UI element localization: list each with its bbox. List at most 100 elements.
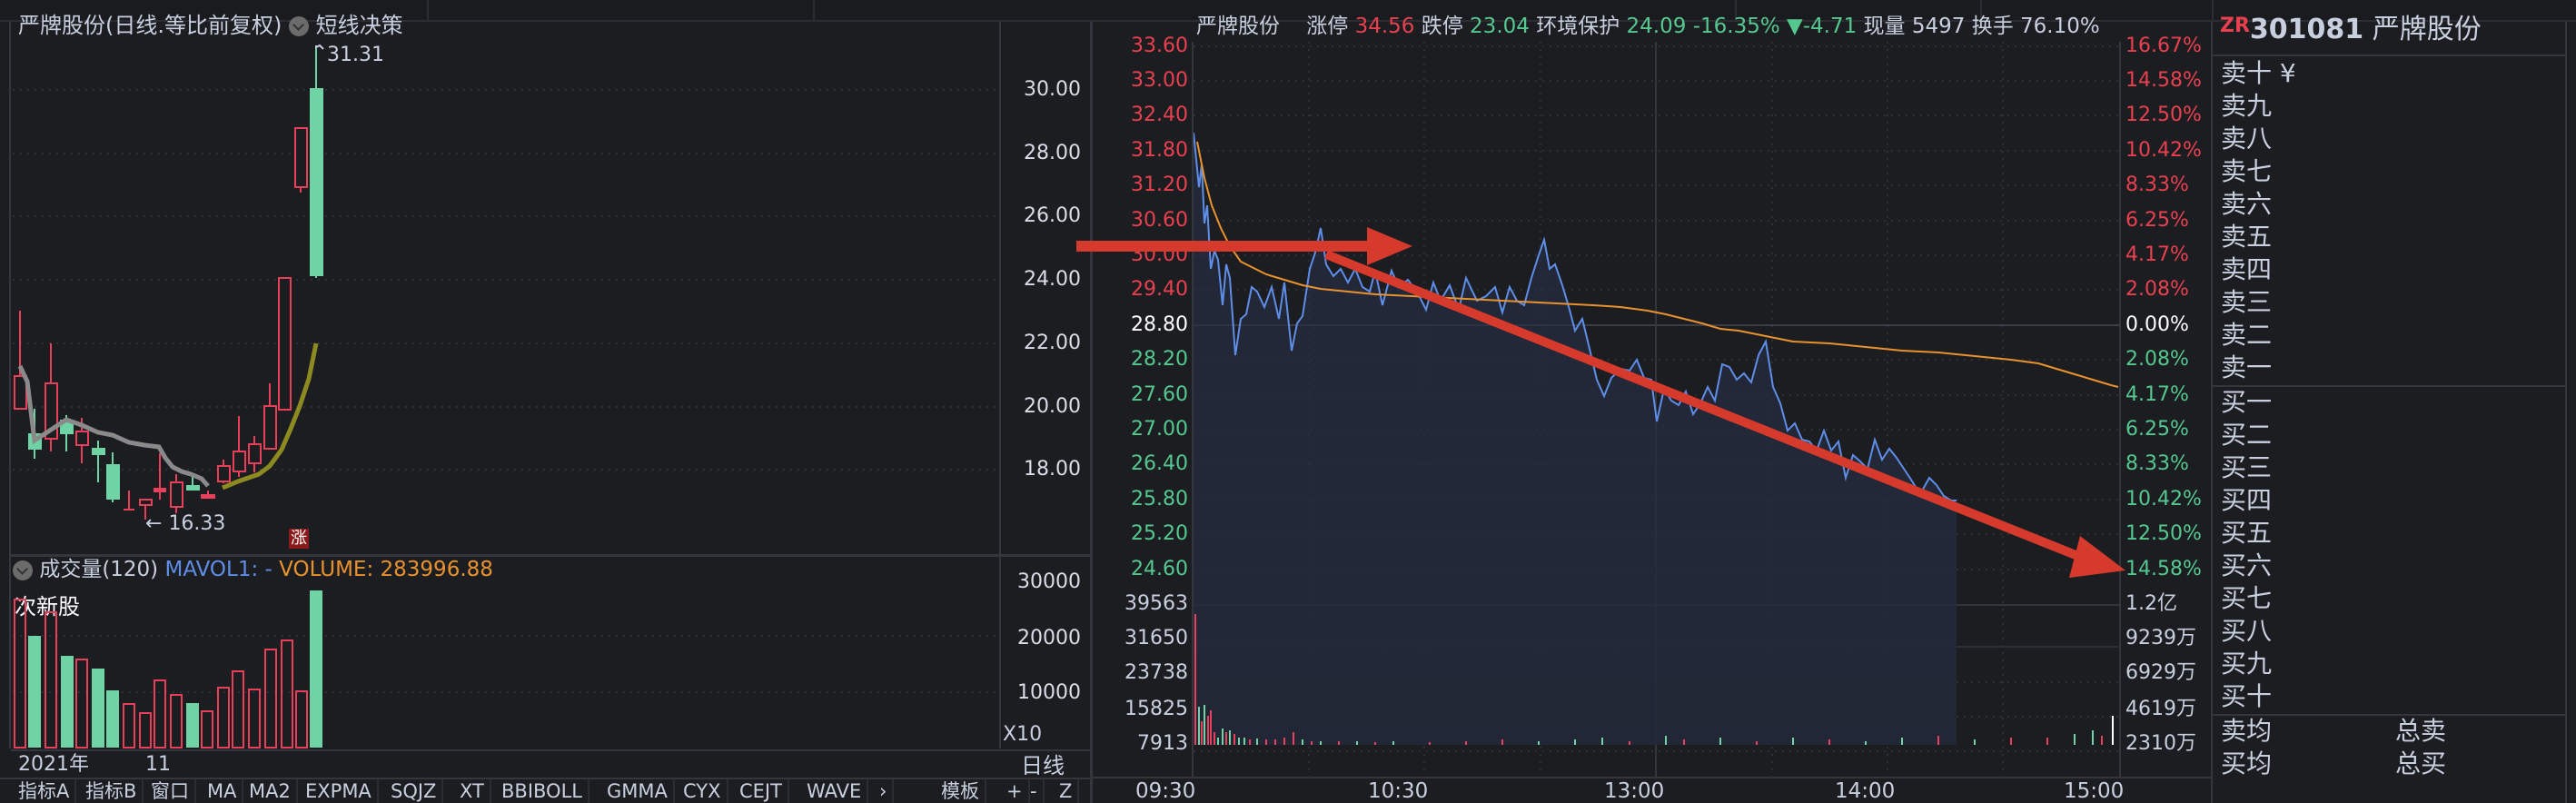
sell-level-7[interactable]: 卖七: [2221, 156, 2273, 186]
pct-axis-label: 8.33%: [2125, 452, 2189, 475]
intraday-header: 严牌股份 涨停 34.56 跌停 23.04 环境保护 24.09 -16.35…: [1196, 16, 2100, 37]
stock-code: 301081: [2249, 14, 2364, 45]
chevron-down-icon[interactable]: [13, 560, 33, 580]
volume-axis-label: 30000: [1017, 570, 1081, 593]
diagonal-arrow: [1324, 250, 2091, 565]
sell-level-2[interactable]: 卖二: [2221, 320, 2273, 350]
price-axis-label: 31.80: [1131, 139, 1188, 162]
total-buy-label: 总买: [2395, 748, 2447, 778]
sell-level-3[interactable]: 卖三: [2221, 287, 2273, 317]
volume-axis-label: 15825: [1125, 698, 1188, 720]
buy-level-2[interactable]: 买二: [2221, 420, 2273, 450]
buy-level-4[interactable]: 买四: [2221, 485, 2273, 515]
buy-level-9[interactable]: 买九: [2221, 649, 2273, 679]
limit-up-badge: 涨: [289, 529, 309, 549]
volume-bar-chart[interactable]: [0, 0, 363, 754]
stock-name: 严牌股份: [2372, 14, 2482, 45]
axis-label: 24.00: [1024, 268, 1081, 291]
sell-level-10[interactable]: 卖十 ¥: [2221, 58, 2296, 88]
sell-level-4[interactable]: 卖四: [2221, 254, 2273, 284]
toolbar-bbiboll[interactable]: BBIBOLL: [496, 779, 590, 803]
intraday-left-border: [1192, 42, 1194, 778]
price-axis-label: 27.60: [1131, 383, 1188, 406]
limit-up-label: 涨停: [1306, 15, 1349, 38]
time-axis-label: 10:30: [1368, 779, 1429, 803]
daily-volume-divider[interactable]: [11, 554, 1092, 557]
orderbook-divider[interactable]: [2211, 22, 2213, 803]
toolbar-more-chevron-icon[interactable]: ›: [874, 779, 895, 803]
buy-level-5[interactable]: 买五: [2221, 518, 2273, 548]
zoom-in-button[interactable]: +: [1001, 779, 1030, 803]
toolbar-gmma[interactable]: GMMA: [601, 779, 675, 803]
toolbar-z-button[interactable]: Z: [1054, 779, 1080, 803]
pct-axis-label: 6.25%: [2125, 418, 2189, 441]
sell-level-6[interactable]: 卖六: [2221, 189, 2273, 219]
axis-label: 22.00: [1024, 332, 1081, 354]
buy-level-8[interactable]: 买八: [2221, 616, 2273, 646]
amount-axis-label: 4619万: [2125, 698, 2196, 720]
pct-axis-label: 4.17%: [2125, 243, 2189, 266]
time-axis-label: 14:00: [1835, 779, 1896, 803]
sell-level-9[interactable]: 卖九: [2221, 91, 2273, 121]
price-axis-label: 28.20: [1131, 348, 1188, 371]
intraday-chart[interactable]: [1194, 42, 2120, 778]
price-axis-label: 33.60: [1131, 35, 1188, 57]
volume-header: 成交量(120) MAVOL1: - VOLUME: 283996.88: [13, 560, 493, 580]
divider: [813, 0, 815, 20]
change-percent: -16.35%: [1692, 15, 1780, 38]
buy-level-10[interactable]: 买十: [2221, 681, 2273, 711]
candlestick-chart[interactable]: [0, 0, 999, 754]
toolbar-ma[interactable]: MA: [202, 779, 244, 803]
buy-level-3[interactable]: 买三: [2221, 452, 2273, 482]
time-axis-label: 13:00: [1604, 779, 1665, 803]
volume-indicator-name[interactable]: 成交量(120): [39, 558, 159, 581]
toolbar-sqjz[interactable]: SQJZ: [385, 779, 444, 803]
pct-axis-label: 10.42%: [2125, 139, 2202, 162]
limit-down-value: 23.04: [1470, 15, 1530, 38]
toolbar-indicator-b[interactable]: 指标B: [80, 779, 144, 803]
high-price-marker: 31.31: [327, 44, 384, 66]
buy-level-1[interactable]: 买一: [2221, 387, 2273, 417]
price-axis-label: 25.20: [1131, 522, 1188, 545]
change-value: ▼-4.71: [1787, 15, 1858, 38]
toolbar-wave[interactable]: WAVE: [801, 779, 869, 803]
price-axis-label: 30.60: [1131, 209, 1188, 232]
current-volume-label: 现量: [1863, 15, 1906, 38]
axis-label: 30.00: [1024, 78, 1081, 101]
amount-axis-label: 9239万: [2125, 627, 2196, 649]
toolbar-expma[interactable]: EXPMA: [300, 779, 379, 803]
toolbar-window[interactable]: 窗口: [145, 779, 196, 803]
buy-level-7[interactable]: 买七: [2221, 583, 2273, 613]
buy-level-6[interactable]: 买六: [2221, 550, 2273, 580]
period-label[interactable]: 日线: [1021, 753, 1065, 778]
sell-level-5[interactable]: 卖五: [2221, 222, 2273, 252]
sell-average-label: 卖均: [2221, 716, 2273, 746]
toolbar-xt[interactable]: XT: [454, 779, 491, 803]
volume-multiplier: X10: [1003, 723, 1043, 746]
volume-axis-label: 23738: [1125, 661, 1188, 684]
chevron-down-icon[interactable]: [289, 16, 309, 36]
sell-level-1[interactable]: 卖一: [2221, 352, 2273, 382]
indicator-label[interactable]: 短线决策: [315, 13, 403, 38]
time-axis-label: 09:30: [1135, 779, 1196, 803]
zoom-out-button[interactable]: -: [1025, 779, 1045, 803]
toolbar-cyx[interactable]: CYX: [678, 779, 728, 803]
pct-axis-label: 12.50%: [2125, 522, 2202, 545]
toolbar-cejt[interactable]: CEJT: [734, 779, 789, 803]
date-axis-year: 2021年: [18, 753, 89, 776]
divider: [2212, 0, 2214, 20]
turnover-label: 换手: [1971, 15, 2014, 38]
panel-divider[interactable]: [1090, 22, 1093, 803]
pct-axis-label: 6.25%: [2125, 209, 2189, 232]
date-axis-divider: [11, 749, 1092, 751]
toolbar-ma2[interactable]: MA2: [243, 779, 298, 803]
orderbook-summary-divider: [2213, 714, 2567, 716]
sell-level-8[interactable]: 卖八: [2221, 124, 2273, 154]
toolbar-divider: [0, 778, 1092, 779]
toolbar-indicator-a[interactable]: 指标A: [13, 779, 77, 803]
top-strip: [0, 0, 2576, 22]
daily-left-border: [9, 22, 11, 748]
toolbar-template[interactable]: 模板: [936, 779, 986, 803]
zr-tag: ZR: [2220, 15, 2250, 37]
